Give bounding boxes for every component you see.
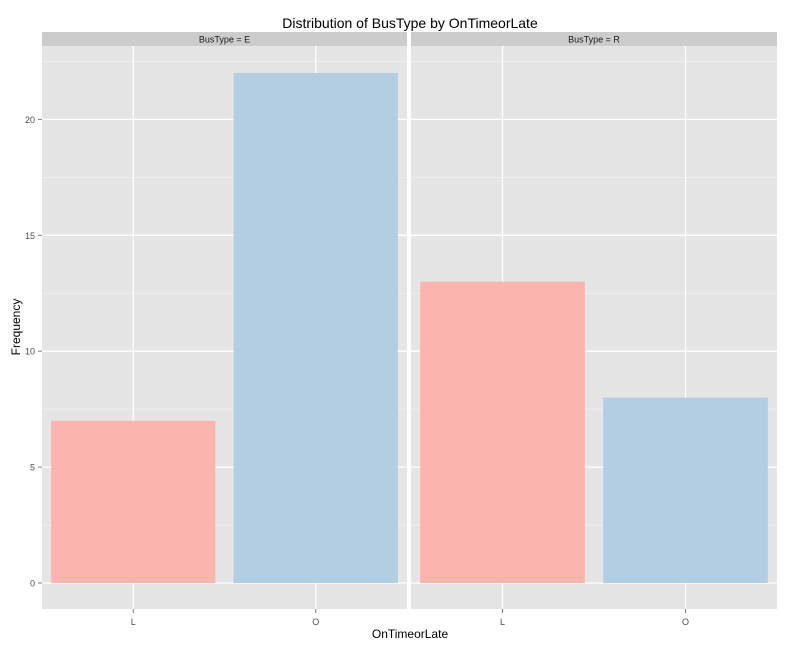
facet-panel: BusType = R bbox=[411, 32, 777, 609]
chart-title: Distribution of BusType by OnTimeorLate bbox=[282, 15, 538, 31]
facet-strip bbox=[42, 32, 407, 46]
y-tick-label: 0 bbox=[30, 579, 35, 589]
bar-O bbox=[233, 73, 398, 583]
y-tick-label: 20 bbox=[25, 115, 35, 125]
bar-L bbox=[51, 420, 216, 583]
facet-panels: BusType = E BusType = R bbox=[42, 32, 777, 609]
x-tick-label: L bbox=[500, 617, 505, 627]
x-tick-label: O bbox=[312, 617, 319, 627]
bar-O bbox=[603, 397, 768, 583]
facet-strip-label: BusType = R bbox=[568, 35, 620, 45]
x-axis-label: OnTimeorLate bbox=[372, 627, 449, 641]
facet-strip bbox=[411, 32, 777, 46]
y-tick-label: 5 bbox=[30, 463, 35, 473]
y-tick-label: 10 bbox=[25, 347, 35, 357]
x-tick-label: L bbox=[131, 617, 136, 627]
bar-L bbox=[420, 281, 585, 583]
x-tick-label: O bbox=[682, 617, 689, 627]
y-axis-label: Frequency bbox=[9, 299, 23, 356]
facet-panel: BusType = E bbox=[42, 32, 407, 609]
y-tick-label: 15 bbox=[25, 231, 35, 241]
facet-strip-label: BusType = E bbox=[199, 35, 250, 45]
y-axis: 0 5 10 15 20 bbox=[25, 115, 42, 589]
